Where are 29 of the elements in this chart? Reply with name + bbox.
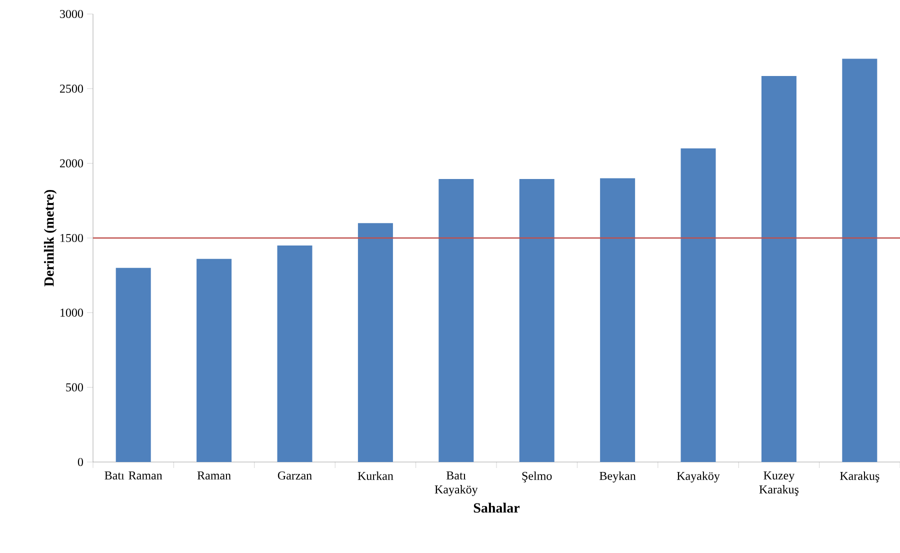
y-tick-label: 2500	[60, 84, 84, 93]
x-tick-label: Kuzey Karakuş	[759, 472, 799, 496]
bar	[196, 258, 232, 462]
bar	[438, 179, 474, 462]
bar	[358, 223, 393, 462]
bar	[842, 58, 878, 462]
bar	[761, 76, 796, 462]
bar	[277, 245, 312, 462]
x-tick-label: Beykan	[600, 472, 636, 482]
y-tick-label: 0	[78, 458, 84, 466]
x-tick-label: Batı Kayaköy	[434, 472, 478, 496]
x-tick-label: Raman	[197, 472, 231, 480]
y-tick-label: 1000	[60, 308, 84, 317]
bar	[519, 179, 554, 462]
y-tick-label: 500	[66, 383, 84, 392]
y-tick-label: 3000	[60, 10, 84, 18]
x-tick-label: Şelmo	[522, 472, 552, 482]
x-tick-label: Batı Raman	[104, 472, 162, 480]
bar	[600, 178, 636, 462]
y-tick-label: 1500	[60, 234, 84, 242]
bar	[680, 148, 716, 462]
x-tick-label: Garzan	[278, 472, 312, 480]
bar	[116, 268, 151, 462]
y-axis-title: Derinlik (metre)	[44, 190, 57, 286]
x-axis-title: Sahalar	[474, 502, 520, 513]
x-tick-label: Kayaköy	[676, 472, 720, 482]
x-tick-label: Kurkan	[358, 472, 394, 480]
x-tick-label: Karakuş	[840, 472, 880, 482]
y-tick-label: 2000	[60, 159, 84, 168]
